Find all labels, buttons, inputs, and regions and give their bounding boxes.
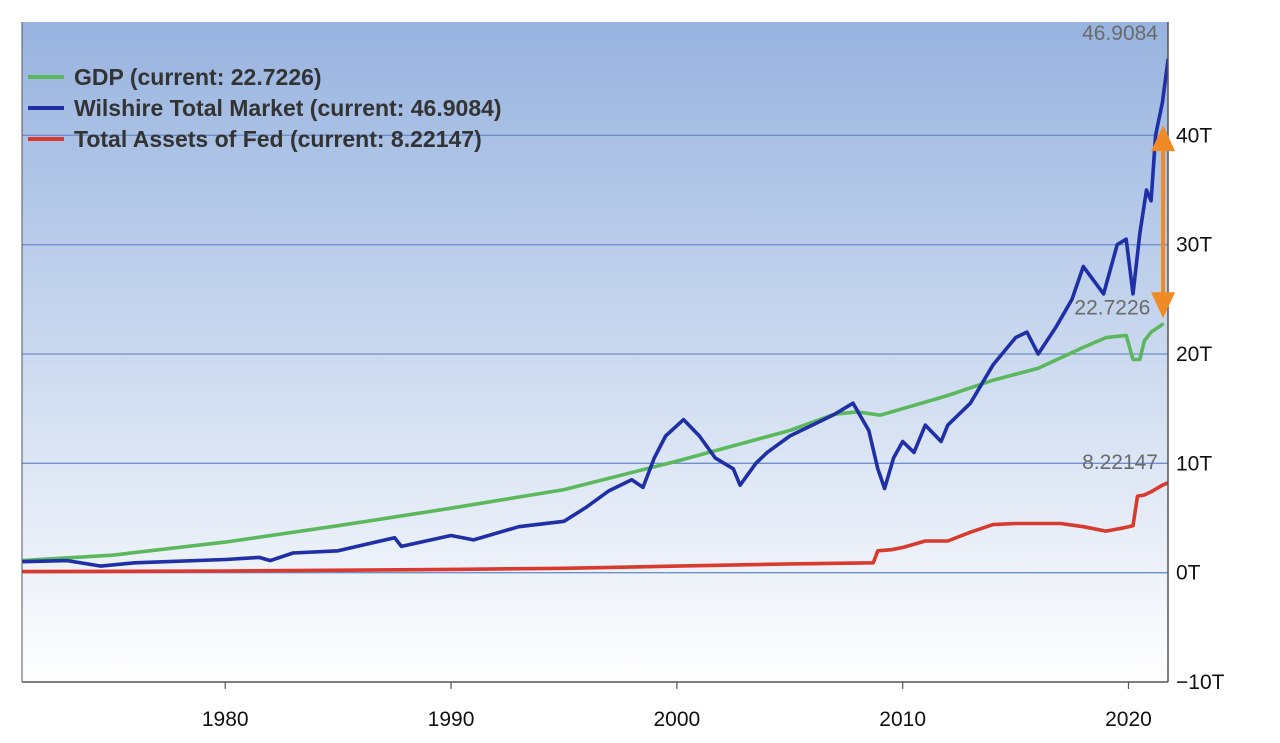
series-end-label: 46.9084	[1082, 22, 1158, 45]
x-tick-label: 2010	[879, 708, 926, 731]
x-tick-label: 2000	[653, 708, 700, 731]
y-tick-label: 10T	[1176, 452, 1212, 475]
legend-label: Wilshire Total Market (current: 46.9084)	[74, 95, 502, 121]
axis-ticks: 40T 30T 20T 10T 0T −10T 1980 1990 2000 2010 2020	[202, 124, 1225, 731]
x-tick-label: 1990	[428, 708, 475, 731]
y-tick-label: 30T	[1176, 234, 1212, 257]
x-tick-label: 2020	[1105, 708, 1152, 731]
legend-label: Total Assets of Fed (current: 8.22147)	[74, 126, 482, 152]
legend-label: GDP (current: 22.7226)	[74, 64, 322, 90]
y-tick-label: −10T	[1176, 671, 1225, 694]
plot-background	[22, 22, 1168, 682]
y-tick-label: 20T	[1176, 343, 1212, 366]
legend: GDP (current: 22.7226) Wilshire Total Mar…	[28, 64, 502, 152]
series-lines	[22, 58, 1168, 574]
x-tick-label: 1980	[202, 708, 249, 731]
series-line-0	[22, 322, 1165, 563]
arrow-head-down	[1151, 292, 1176, 319]
arrow-head-up	[1151, 125, 1176, 152]
y-tick-label: 0T	[1176, 562, 1201, 585]
series-line-2	[22, 481, 1168, 574]
series-end-label: 8.22147	[1082, 451, 1158, 474]
annotation	[1151, 125, 1176, 319]
y-tick-label: 40T	[1176, 124, 1212, 147]
series-end-label: 22.7226	[1074, 296, 1150, 319]
end-labels: 22.7226 46.9084 8.22147	[1074, 22, 1158, 474]
series-line-1	[22, 58, 1168, 568]
